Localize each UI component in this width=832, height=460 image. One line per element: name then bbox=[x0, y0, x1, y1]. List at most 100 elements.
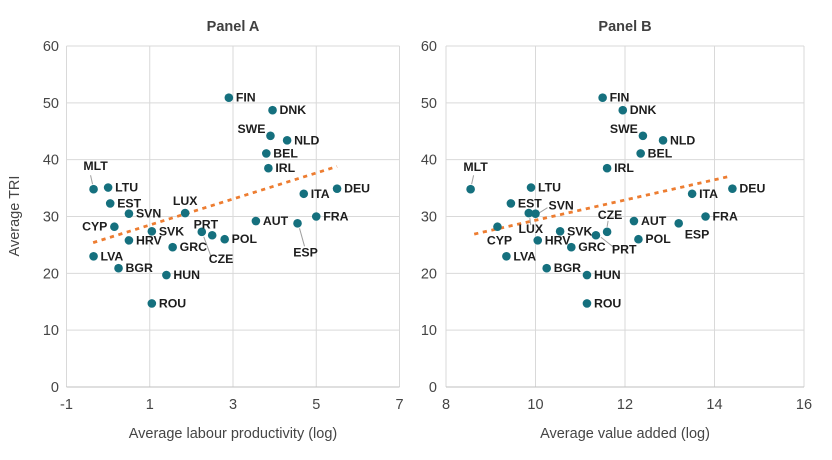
x-tick-label: -1 bbox=[60, 397, 73, 413]
x-tick-label: 8 bbox=[442, 397, 450, 413]
country-label-NLD: NLD bbox=[294, 133, 319, 147]
data-point-AUT bbox=[629, 216, 639, 226]
x-tick-label: 12 bbox=[617, 397, 633, 413]
data-point-POL bbox=[634, 234, 643, 244]
data-point-LUX bbox=[180, 208, 190, 218]
leader-line-ESP bbox=[299, 228, 306, 247]
data-point-HUN bbox=[582, 270, 592, 280]
data-point-ITA bbox=[687, 189, 697, 199]
leader-line-MLT bbox=[90, 175, 94, 185]
y-tick-label: 60 bbox=[421, 39, 437, 55]
country-label-LVA: LVA bbox=[513, 249, 536, 263]
data-point-LVA bbox=[502, 251, 511, 261]
data-point-DEU bbox=[728, 184, 737, 193]
x-tick-label: 16 bbox=[796, 397, 812, 413]
data-point-CZE bbox=[602, 227, 612, 237]
country-label-BGR: BGR bbox=[126, 261, 153, 275]
data-point-SWE bbox=[638, 131, 648, 141]
country-label-LUX: LUX bbox=[173, 194, 198, 208]
data-point-BGR bbox=[542, 263, 551, 273]
country-label-ESP: ESP bbox=[293, 245, 318, 259]
data-point-BGR bbox=[114, 263, 123, 273]
data-point-SVN bbox=[124, 209, 134, 218]
y-tick-label: 0 bbox=[51, 380, 59, 396]
country-label-DEU: DEU bbox=[739, 182, 765, 196]
data-point-FRA bbox=[701, 212, 710, 221]
data-point-NLD bbox=[658, 136, 668, 145]
x-tick-label: 3 bbox=[229, 397, 237, 413]
country-label-POL: POL bbox=[232, 232, 258, 246]
data-point-SVK bbox=[555, 226, 565, 236]
data-point-GRC bbox=[168, 242, 177, 252]
country-label-SVN: SVN bbox=[549, 199, 574, 213]
country-label-ITA: ITA bbox=[311, 187, 330, 201]
data-point-ROU bbox=[582, 299, 592, 308]
data-point-ROU bbox=[147, 299, 157, 308]
data-point-BEL bbox=[636, 149, 645, 158]
country-label-SVK: SVK bbox=[567, 224, 592, 238]
y-tick-label: 50 bbox=[43, 96, 59, 112]
country-label-SWE: SWE bbox=[237, 122, 265, 136]
x-axis-title: Average value added (log) bbox=[540, 426, 710, 442]
country-label-ESP: ESP bbox=[685, 227, 710, 241]
country-label-FIN: FIN bbox=[236, 91, 256, 105]
country-label-FRA: FRA bbox=[323, 210, 348, 224]
country-label-DNK: DNK bbox=[630, 103, 657, 117]
data-point-HRV bbox=[533, 236, 543, 245]
country-label-ITA: ITA bbox=[699, 187, 718, 201]
country-label-CYP: CYP bbox=[487, 234, 512, 248]
data-point-IRL bbox=[602, 163, 612, 173]
country-label-FRA: FRA bbox=[713, 210, 738, 224]
country-label-ROU: ROU bbox=[159, 296, 186, 310]
data-point-ITA bbox=[299, 189, 309, 199]
leader-line-MLT bbox=[471, 175, 475, 185]
data-point-MLT bbox=[466, 184, 475, 194]
leader-line-PRT bbox=[600, 236, 616, 249]
country-label-EST: EST bbox=[117, 196, 141, 210]
country-label-LUX: LUX bbox=[518, 222, 543, 236]
x-axis-title: Average labour productivity (log) bbox=[129, 426, 337, 442]
data-point-ESP bbox=[674, 219, 683, 228]
country-label-POL: POL bbox=[645, 232, 671, 246]
y-tick-label: 20 bbox=[43, 266, 59, 282]
data-point-HUN bbox=[162, 270, 171, 280]
data-point-DNK bbox=[268, 105, 277, 115]
country-label-IRL: IRL bbox=[614, 161, 634, 175]
data-point-PRT bbox=[591, 230, 601, 240]
data-point-IRL bbox=[264, 163, 273, 173]
country-label-GRC: GRC bbox=[180, 240, 207, 254]
data-point-BEL bbox=[262, 149, 271, 158]
data-point-HRV bbox=[124, 236, 134, 245]
country-label-AUT: AUT bbox=[263, 214, 289, 228]
data-point-CYP bbox=[110, 222, 119, 232]
country-label-NLD: NLD bbox=[670, 133, 695, 147]
country-label-SVN: SVN bbox=[136, 207, 161, 221]
x-tick-label: 10 bbox=[527, 397, 543, 413]
country-label-SVK: SVK bbox=[159, 224, 184, 238]
country-label-LTU: LTU bbox=[538, 181, 561, 195]
x-tick-label: 14 bbox=[706, 397, 722, 413]
leader-line-SVN bbox=[539, 207, 548, 214]
trend-line bbox=[92, 165, 338, 244]
data-point-GRC bbox=[567, 242, 576, 252]
country-label-LVA: LVA bbox=[101, 249, 124, 263]
data-point-NLD bbox=[282, 136, 292, 145]
country-label-LTU: LTU bbox=[115, 181, 138, 195]
country-label-GRC: GRC bbox=[578, 240, 605, 254]
country-label-PRT: PRT bbox=[194, 217, 219, 231]
y-tick-label: 30 bbox=[421, 210, 437, 226]
x-tick-label: 7 bbox=[395, 397, 403, 413]
data-point-MLT bbox=[89, 184, 98, 194]
data-point-POL bbox=[220, 234, 229, 244]
data-point-EST bbox=[506, 199, 516, 208]
data-point-PRT bbox=[207, 230, 217, 240]
data-point-SVN bbox=[531, 209, 540, 218]
country-label-AUT: AUT bbox=[641, 214, 667, 228]
leader-line-LUX bbox=[529, 218, 532, 226]
country-label-PRT: PRT bbox=[612, 242, 637, 256]
x-tick-label: 5 bbox=[312, 397, 320, 413]
y-tick-label: 40 bbox=[421, 153, 437, 169]
y-tick-label: 40 bbox=[43, 153, 59, 169]
